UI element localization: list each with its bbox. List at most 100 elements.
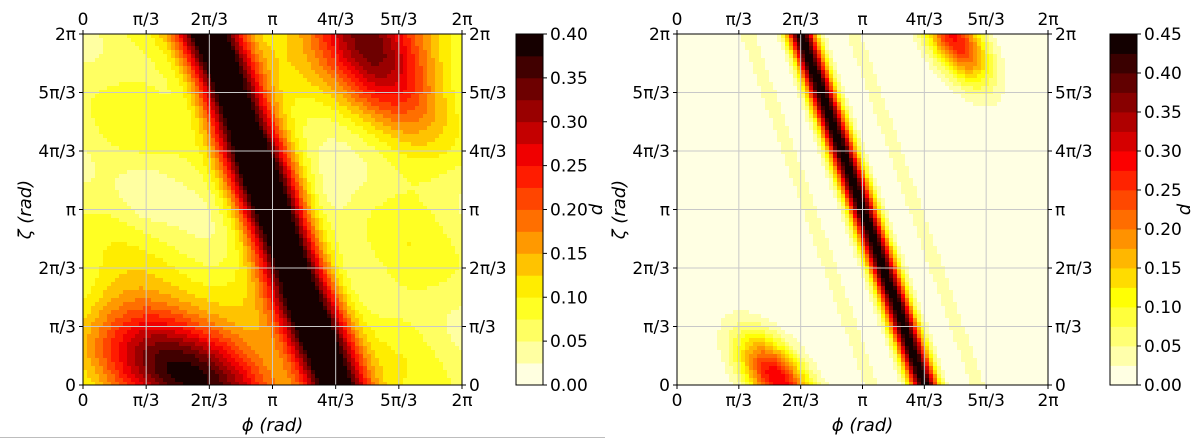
heatmap-cell bbox=[91, 238, 96, 243]
heatmap-cell bbox=[239, 106, 244, 111]
heatmap-cell bbox=[255, 194, 260, 199]
heatmap-cell bbox=[219, 70, 224, 75]
heatmap-cell bbox=[187, 250, 192, 255]
heatmap-cell bbox=[175, 334, 180, 339]
heatmap-cell bbox=[195, 230, 200, 235]
heatmap-cell bbox=[171, 366, 176, 371]
heatmap-cell bbox=[175, 222, 180, 227]
heatmap-cell bbox=[87, 278, 92, 283]
heatmap-cell bbox=[307, 70, 312, 75]
heatmap-cell bbox=[263, 262, 268, 267]
heatmap-cell bbox=[267, 214, 272, 219]
heatmap-cell bbox=[87, 170, 92, 175]
heatmap-cell bbox=[99, 362, 104, 367]
heatmap-cell bbox=[295, 158, 300, 163]
heatmap-cell bbox=[135, 238, 140, 243]
heatmap-cell bbox=[115, 42, 120, 47]
heatmap-cell bbox=[223, 126, 228, 131]
heatmap-cell bbox=[155, 310, 160, 315]
heatmap-cell bbox=[259, 246, 264, 251]
heatmap-cell bbox=[147, 66, 152, 71]
heatmap-cell bbox=[151, 358, 156, 363]
heatmap-cell bbox=[215, 270, 220, 275]
heatmap-cell bbox=[83, 66, 88, 71]
heatmap-cell bbox=[163, 42, 168, 47]
heatmap-cell bbox=[243, 206, 248, 211]
heatmap-cell bbox=[151, 182, 156, 187]
heatmap-cell bbox=[111, 358, 116, 363]
heatmap-cell bbox=[259, 70, 264, 75]
heatmap-cell bbox=[231, 286, 236, 291]
heatmap-cell bbox=[283, 58, 288, 63]
heatmap-cell bbox=[183, 178, 188, 183]
heatmap-cell bbox=[255, 278, 260, 283]
heatmap-cell bbox=[155, 350, 160, 355]
heatmap-cell bbox=[95, 174, 100, 179]
heatmap-cell bbox=[131, 306, 136, 311]
heatmap-cell bbox=[211, 262, 216, 267]
heatmap-cell bbox=[259, 342, 264, 347]
heatmap-cell bbox=[195, 310, 200, 315]
heatmap-cell bbox=[247, 102, 252, 107]
heatmap-cell bbox=[167, 170, 172, 175]
heatmap-cell bbox=[295, 358, 300, 363]
heatmap-cell bbox=[227, 62, 232, 67]
heatmap-cell bbox=[111, 174, 116, 179]
heatmap-cell bbox=[103, 34, 108, 39]
heatmap-cell bbox=[243, 354, 248, 359]
heatmap-cell bbox=[235, 286, 240, 291]
heatmap-cell bbox=[191, 94, 196, 99]
heatmap-cell bbox=[87, 282, 92, 287]
heatmap-cell bbox=[299, 186, 304, 191]
heatmap-cell bbox=[263, 146, 268, 151]
heatmap-cell bbox=[299, 58, 304, 63]
heatmap-cell bbox=[151, 374, 156, 379]
heatmap-cell bbox=[171, 330, 176, 335]
heatmap-cell bbox=[271, 306, 276, 311]
heatmap-cell bbox=[267, 206, 272, 211]
heatmap-cell bbox=[83, 78, 88, 83]
heatmap-cell bbox=[243, 322, 248, 327]
heatmap-cell bbox=[115, 182, 120, 187]
heatmap-cell bbox=[303, 338, 308, 343]
heatmap-cell bbox=[91, 62, 96, 67]
heatmap-cell bbox=[135, 318, 140, 323]
heatmap-cell bbox=[119, 114, 124, 119]
heatmap-cell bbox=[299, 278, 304, 283]
heatmap-cell bbox=[195, 162, 200, 167]
heatmap-cell bbox=[303, 42, 308, 47]
heatmap-cell bbox=[303, 190, 308, 195]
heatmap-cell bbox=[183, 354, 188, 359]
heatmap-cell bbox=[115, 102, 120, 107]
heatmap-cell bbox=[99, 298, 104, 303]
heatmap-cell bbox=[287, 342, 292, 347]
heatmap-cell bbox=[307, 286, 312, 291]
heatmap-cell bbox=[131, 342, 136, 347]
heatmap-cell bbox=[271, 74, 276, 79]
heatmap-cell bbox=[295, 42, 300, 47]
heatmap-cell bbox=[263, 102, 268, 107]
heatmap-cell bbox=[267, 50, 272, 55]
heatmap-cell bbox=[187, 230, 192, 235]
heatmap-cell bbox=[271, 178, 276, 183]
heatmap-cell bbox=[199, 258, 204, 263]
heatmap-cell bbox=[287, 282, 292, 287]
heatmap-cell bbox=[267, 202, 272, 207]
heatmap-cell bbox=[251, 242, 256, 247]
heatmap-cell bbox=[263, 78, 268, 83]
heatmap-cell bbox=[87, 318, 92, 323]
heatmap-cell bbox=[259, 214, 264, 219]
heatmap-cell bbox=[247, 58, 252, 63]
heatmap-cell bbox=[171, 118, 176, 123]
heatmap-cell bbox=[215, 370, 220, 375]
heatmap-cell bbox=[267, 334, 272, 339]
heatmap-cell bbox=[143, 86, 148, 91]
heatmap-cell bbox=[235, 94, 240, 99]
heatmap-cell bbox=[95, 186, 100, 191]
heatmap-cell bbox=[135, 82, 140, 87]
heatmap-cell bbox=[143, 194, 148, 199]
heatmap-cell bbox=[235, 242, 240, 247]
heatmap-cell bbox=[247, 62, 252, 67]
heatmap-cell bbox=[231, 366, 236, 371]
heatmap-cell bbox=[179, 366, 184, 371]
